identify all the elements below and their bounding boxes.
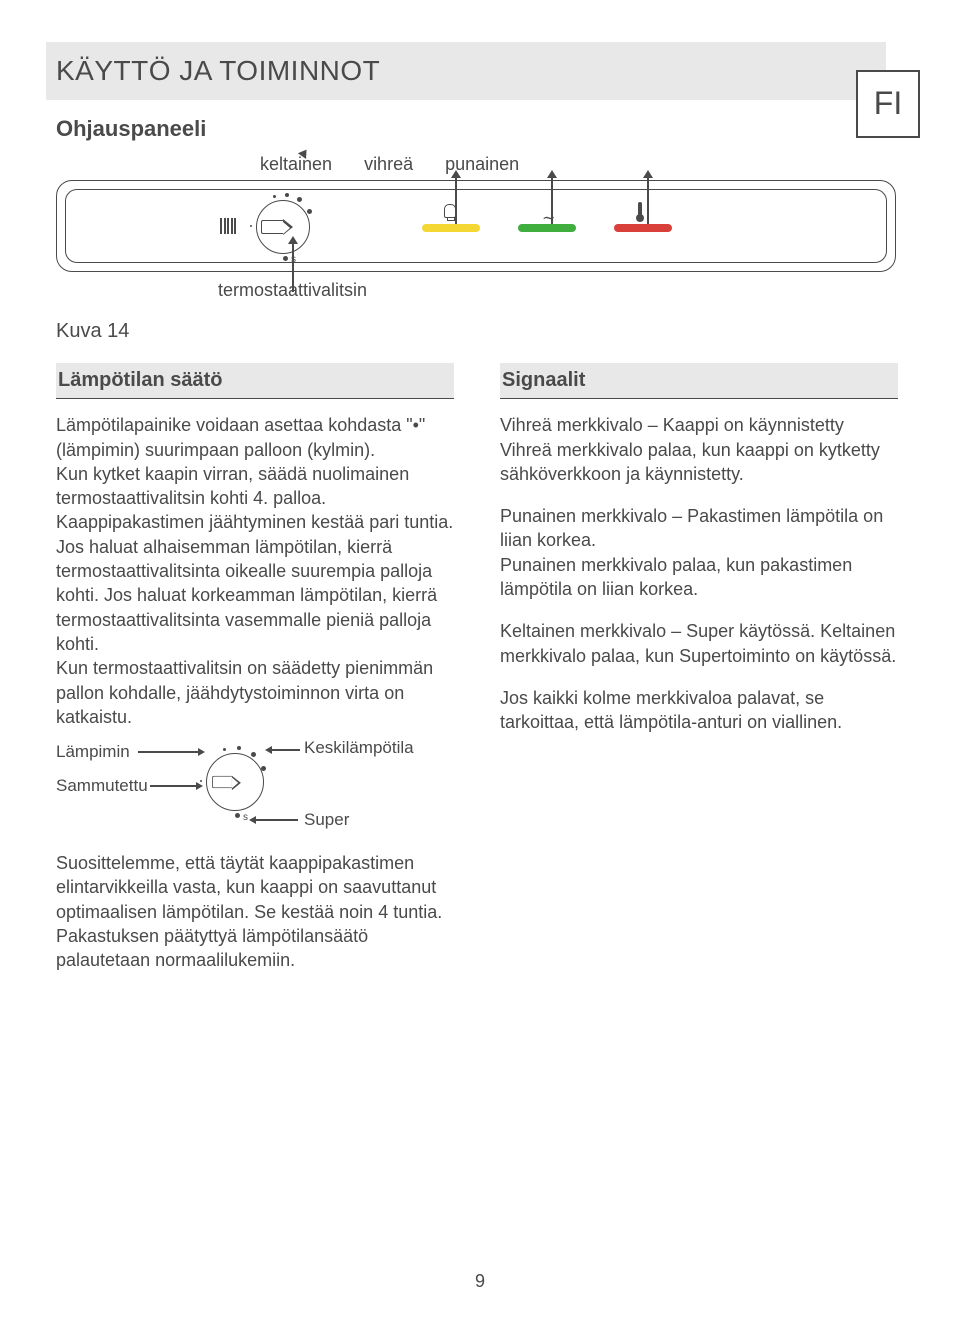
thermostat-label: termostaattivalitsin [218,278,904,302]
lbl-warm: Lämpimin [56,741,130,764]
header-band: KÄYTTÖ JA TOIMINNOT [46,42,886,100]
right-p4: Jos kaikki kolme merkkivaloa palavat, se… [500,686,898,735]
right-heading: Signaalit [500,363,898,399]
right-p3: Keltainen merkkivalo – Super käytössä. K… [500,619,898,668]
led-color-labels: keltainen vihreä punainen [260,152,904,176]
led-green [518,224,576,232]
left-column: Lämpötilan säätö Lämpötilapainike voidaa… [56,363,454,972]
right-p2: Punainen merkkivalo – Pakastimen lämpöti… [500,504,898,601]
page-number: 9 [475,1269,485,1293]
right-column: Signaalit Vihreä merkkivalo – Kaappi on … [500,363,898,972]
lamp-icon [444,204,456,218]
arrow-thermostat [292,244,294,292]
section-subtitle: Ohjauspaneeli [56,114,904,144]
small-thermostat-dial: s [206,753,264,811]
arrow-super [256,819,298,821]
lbl-super: Super [304,809,349,832]
led-red [614,224,672,232]
page-title: KÄYTTÖ JA TOIMINNOT [56,52,380,90]
label-yellow: keltainen [260,152,332,176]
arrow-mid [272,749,300,751]
language-code: FI [874,82,902,125]
led-yellow [422,224,480,232]
arrow-warm [138,751,198,753]
heater-icon [220,218,236,234]
figure-caption: Kuva 14 [56,318,904,345]
right-p1: Vihreä merkkivalo – Kaappi on käynnistet… [500,413,898,486]
control-panel-figure: s ∼ [56,180,904,272]
left-body-2: Suosittelemme, että täytät kaappipakasti… [56,851,454,972]
lbl-mid: Keskilämpötila [304,737,414,760]
label-green: vihreä [364,152,413,176]
small-dial-s: s [243,811,248,825]
left-body-1: Lämpötilapainike voidaan asettaa kohdast… [56,413,454,729]
thermometer-icon [638,202,642,216]
lbl-off: Sammutettu [56,775,148,798]
left-heading: Lämpötilan säätö [56,363,454,399]
language-badge: FI [856,70,920,138]
arrow-off [150,785,196,787]
thermostat-dial: s [256,200,310,254]
small-dial-figure: Lämpimin Sammutettu s Keskilämpötila Sup… [56,737,454,833]
